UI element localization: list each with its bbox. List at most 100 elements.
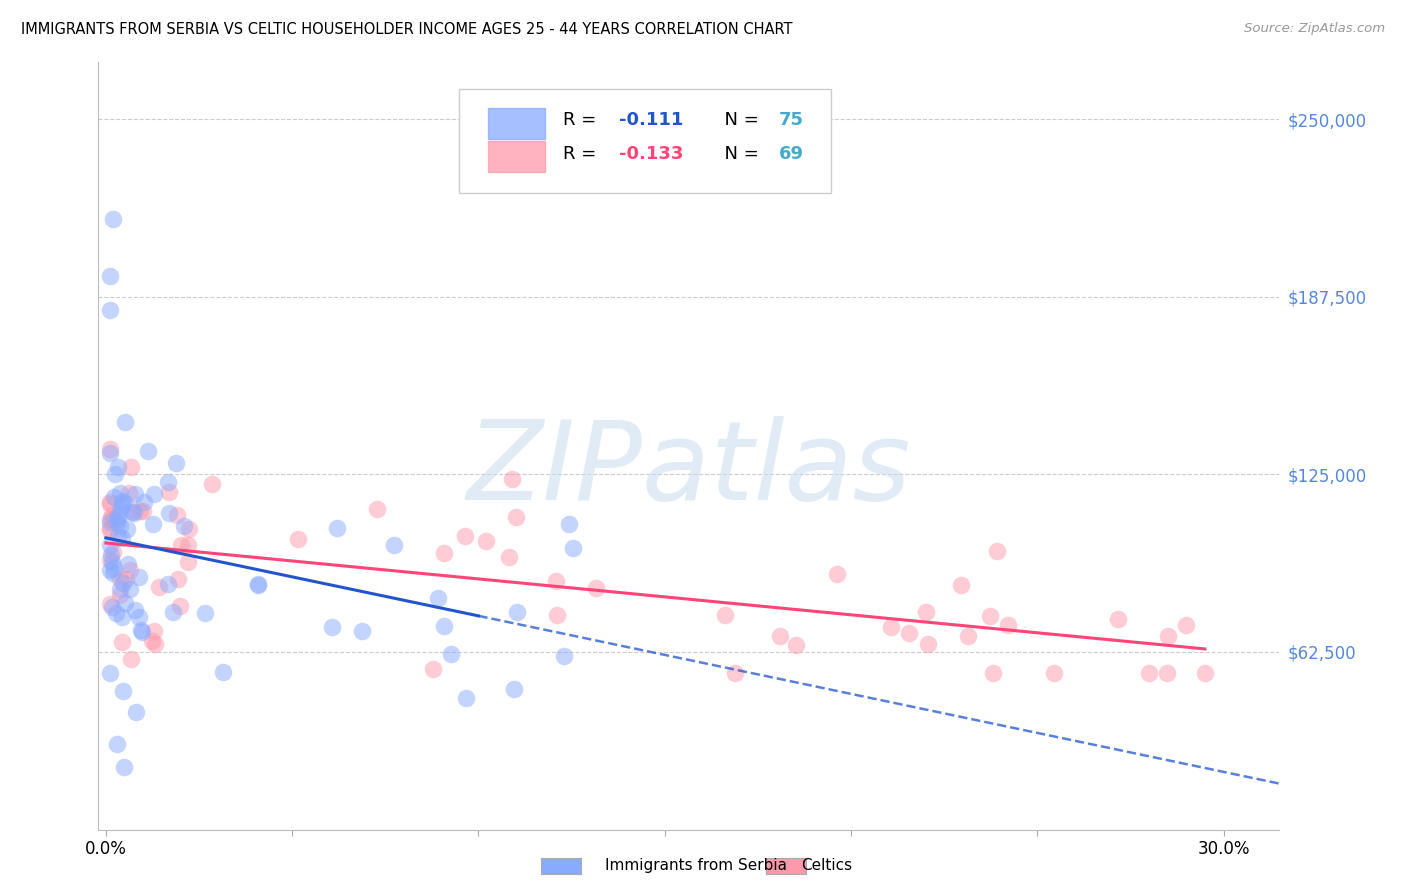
Point: [98, 563, 121, 577]
Point: [426, 591, 449, 605]
Point: [915, 605, 938, 619]
Point: [142, 517, 165, 532]
Point: [114, 596, 136, 610]
Point: [179, 522, 201, 536]
Point: [98, 553, 121, 567]
Point: [211, 665, 233, 679]
Point: [143, 637, 166, 651]
Point: [501, 472, 523, 486]
Point: [142, 487, 165, 501]
Point: [162, 605, 184, 619]
Point: [98, 538, 121, 552]
Point: [177, 538, 200, 552]
Point: [433, 546, 456, 560]
Point: [101, 512, 124, 526]
Point: [107, 508, 129, 523]
Point: [247, 578, 270, 592]
Point: [103, 545, 125, 559]
Point: [1043, 666, 1066, 681]
Point: [118, 582, 141, 596]
Point: [169, 599, 191, 613]
Point: [114, 415, 136, 429]
Point: [103, 211, 125, 226]
Point: [166, 508, 188, 523]
Point: [131, 624, 153, 639]
Point: [433, 618, 456, 632]
Point: [98, 442, 121, 456]
Point: [141, 633, 163, 648]
Point: [98, 597, 121, 611]
Point: [118, 485, 141, 500]
Point: [503, 681, 526, 696]
Point: [124, 603, 146, 617]
Point: [384, 538, 406, 552]
Bar: [488, 142, 546, 172]
Point: [917, 637, 939, 651]
Point: [98, 666, 121, 681]
Point: [107, 510, 129, 524]
Point: [148, 580, 170, 594]
Point: [558, 516, 581, 531]
Point: [120, 563, 142, 577]
Point: [287, 533, 309, 547]
Point: [98, 446, 121, 460]
Point: [114, 760, 136, 774]
Point: [325, 521, 347, 535]
Point: [105, 737, 128, 751]
Point: [121, 504, 143, 518]
Point: [115, 572, 138, 586]
Point: [979, 609, 1001, 624]
Point: [997, 617, 1019, 632]
Point: [366, 501, 388, 516]
Point: [108, 588, 131, 602]
Point: [129, 624, 152, 638]
Point: [101, 600, 124, 615]
Text: IMMIGRANTS FROM SERBIA VS CELTIC HOUSEHOLDER INCOME AGES 25 - 44 YEARS CORRELATI: IMMIGRANTS FROM SERBIA VS CELTIC HOUSEHO…: [21, 22, 793, 37]
Point: [506, 606, 529, 620]
Point: [986, 544, 1008, 558]
Point: [105, 516, 128, 530]
Point: [785, 638, 807, 652]
Point: [769, 629, 792, 643]
Point: [101, 566, 124, 580]
Point: [108, 486, 131, 500]
Point: [129, 503, 152, 517]
Point: [124, 705, 146, 719]
Point: [546, 608, 568, 623]
Point: [98, 302, 121, 317]
Point: [165, 456, 187, 470]
Text: ZIPatlas: ZIPatlas: [467, 416, 911, 523]
Point: [173, 519, 195, 533]
Text: 69: 69: [779, 145, 804, 163]
Point: [1137, 666, 1160, 681]
Point: [1157, 629, 1180, 643]
Point: [110, 634, 132, 648]
Point: [562, 541, 585, 556]
Point: [505, 509, 527, 524]
Point: [112, 495, 135, 509]
Point: [724, 666, 747, 681]
Point: [120, 460, 142, 475]
Point: [956, 629, 979, 643]
Point: [1194, 666, 1216, 681]
Point: [201, 476, 224, 491]
Point: [103, 490, 125, 504]
Point: [169, 538, 191, 552]
Point: [124, 487, 146, 501]
Point: [98, 512, 121, 526]
Point: [104, 467, 127, 481]
Point: [104, 606, 127, 620]
Point: [98, 523, 121, 537]
Point: [585, 581, 607, 595]
Point: [98, 521, 121, 535]
Point: [100, 495, 122, 509]
Point: [879, 620, 901, 634]
Point: [422, 662, 444, 676]
Point: [100, 548, 122, 562]
Point: [1107, 612, 1129, 626]
Point: [98, 497, 121, 511]
Point: [544, 574, 567, 589]
Point: [714, 607, 737, 622]
Point: [132, 495, 155, 509]
Point: [456, 690, 478, 705]
